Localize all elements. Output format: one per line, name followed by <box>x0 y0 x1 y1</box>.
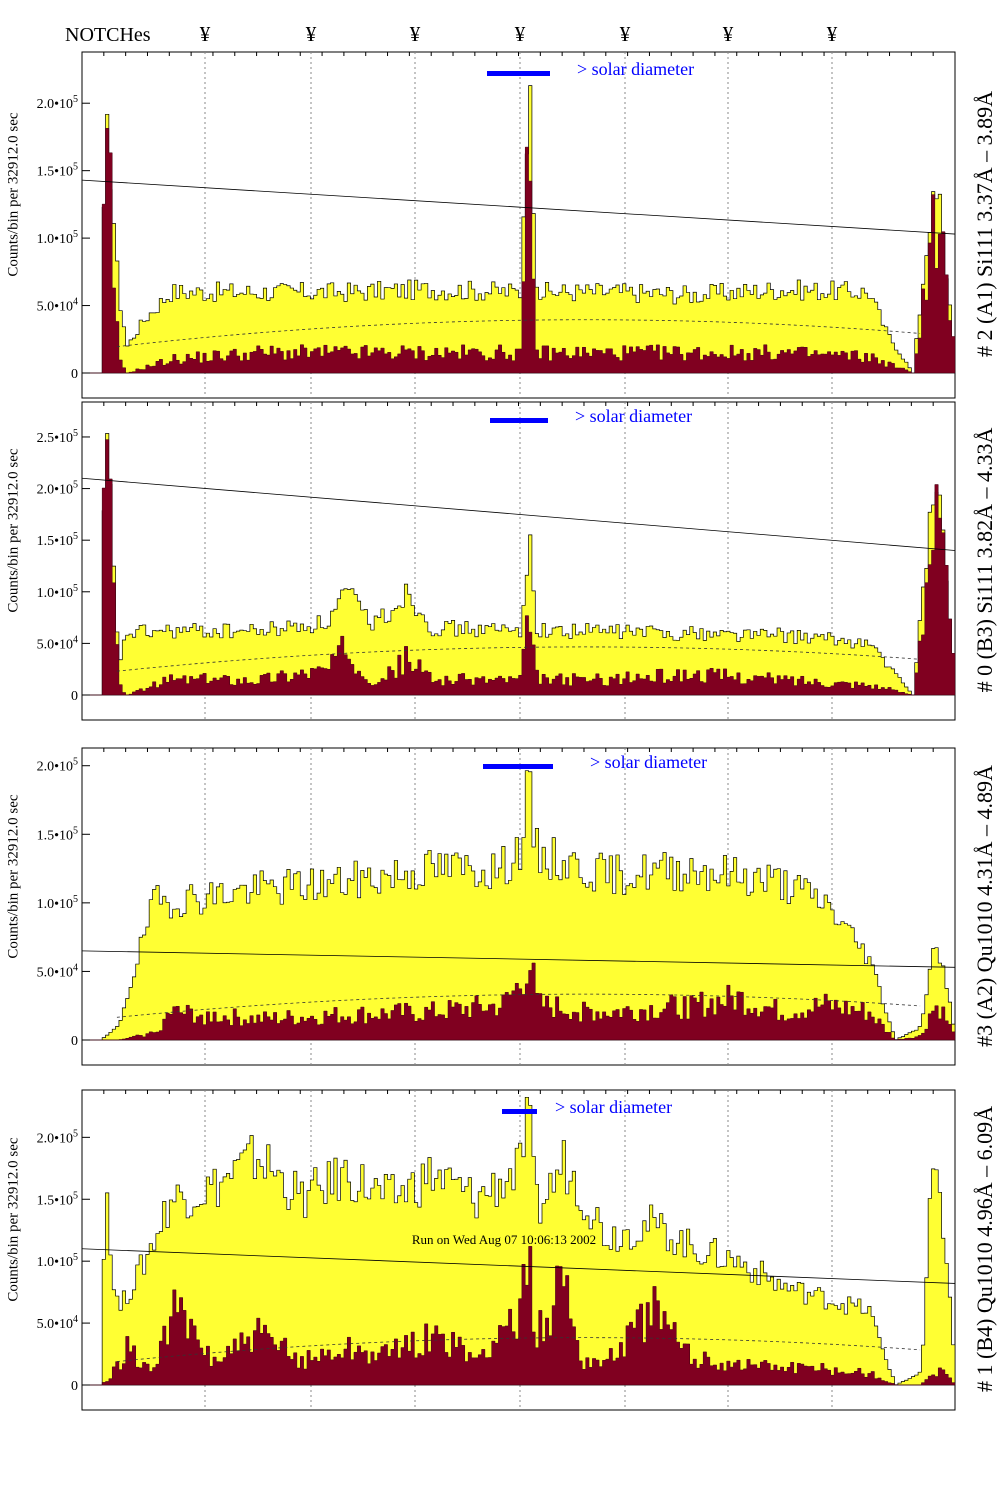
notch-marker-3: ¥ <box>514 22 526 46</box>
legend-solar-diameter-text: > solar diameter <box>590 752 708 772</box>
notch-marker-2: ¥ <box>409 22 421 46</box>
series-trend-line <box>81 1248 956 1284</box>
y-tick-exponent: 5 <box>73 1128 78 1139</box>
notch-label: NOTCHes <box>65 24 151 46</box>
y-tick-exponent: 4 <box>73 1314 78 1325</box>
legend-solar-diameter-text: > solar diameter <box>575 406 693 426</box>
legend-solar-diameter-text: > solar diameter <box>555 1097 673 1117</box>
legend-solar-diameter-text: > solar diameter <box>577 59 695 79</box>
legend-solar-diameter-bar <box>502 1109 537 1114</box>
notch-row: NOTCHes ¥ ¥ ¥ ¥ ¥ ¥ ¥ <box>0 0 1008 50</box>
plot-frame <box>81 1089 956 1411</box>
y-tick-exponent: 5 <box>73 1190 78 1201</box>
notch-marker-5: ¥ <box>722 22 734 46</box>
y-tick-label: 2.0•105 <box>37 1128 78 1146</box>
legend-solar-diameter-bar <box>487 71 550 76</box>
y-tick-label: 1.5•105 <box>37 1190 78 1208</box>
notch-marker-0: ¥ <box>199 22 211 46</box>
notch-marker-4: ¥ <box>619 22 631 46</box>
notch-marker-1: ¥ <box>305 22 317 46</box>
notch-marker-6: ¥ <box>826 22 838 46</box>
run-footer: Run on Wed Aug 07 10:06:13 2002 <box>411 1232 597 1247</box>
series-dashed-background <box>116 1337 921 1362</box>
y-tick-exponent: 5 <box>73 1252 78 1263</box>
series-inner-fill <box>82 1246 956 1386</box>
panel-right-label: # 1 (B4) Qu1010 4.96Å – 6.09Å <box>972 1106 997 1392</box>
y-axis-label: Counts/bin per 32912.0 sec <box>5 1137 22 1302</box>
y-tick-label: 0 <box>71 1379 78 1394</box>
y-tick-label: 1.0•105 <box>37 1252 78 1270</box>
legend-solar-diameter-bar <box>490 418 548 423</box>
legend-solar-diameter-bar <box>483 764 553 769</box>
y-tick-label: 5.0•104 <box>37 1314 78 1332</box>
